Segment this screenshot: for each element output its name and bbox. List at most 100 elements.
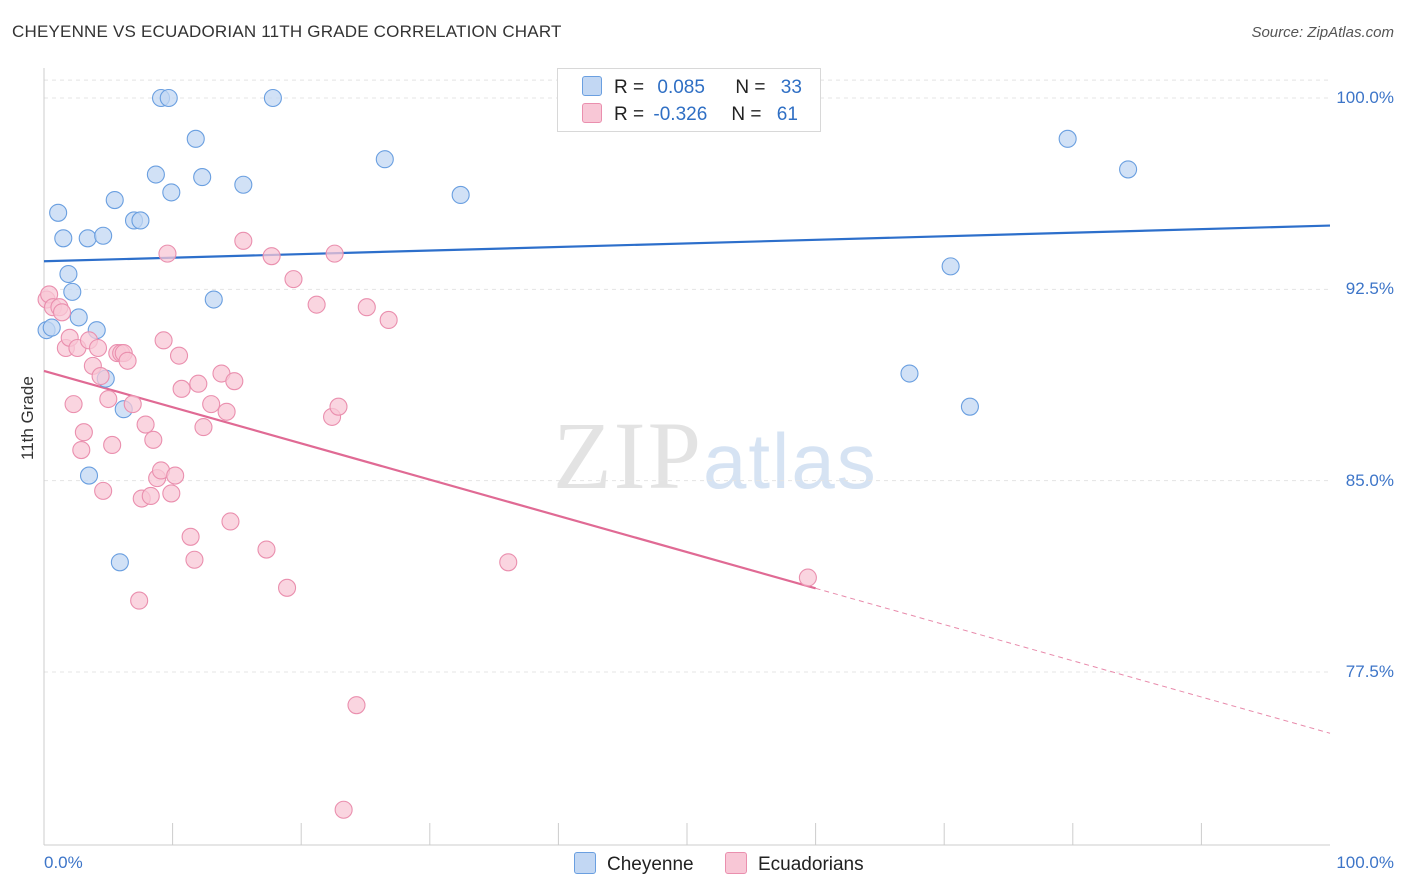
point-ecuadorians [798, 568, 817, 587]
point-cheyenne [49, 203, 68, 222]
point-ecuadorians [172, 379, 191, 398]
legend-r-value-ecuadorians: -0.326 [653, 104, 708, 125]
point-cheyenne [54, 229, 73, 248]
point-cheyenne [131, 211, 150, 230]
trend-line-ecuadorians [43, 369, 816, 590]
y-tick-label: 92.5% [1345, 279, 1394, 299]
point-ecuadorians [221, 512, 240, 531]
point-ecuadorians [103, 435, 122, 455]
data-points [37, 88, 1138, 819]
point-ecuadorians [141, 486, 160, 506]
point-ecuadorians [94, 481, 113, 500]
legend-swatch-ecuadorians [582, 103, 602, 123]
point-ecuadorians [257, 540, 276, 559]
axes [43, 68, 1330, 846]
y-tick-label: 85.0% [1345, 470, 1394, 490]
y-tick-label: 77.5% [1345, 662, 1394, 681]
legend-r-value-cheyenne: 0.085 [657, 77, 705, 98]
point-ecuadorians [118, 351, 137, 370]
point-ecuadorians [189, 374, 208, 393]
watermark-atlas: atlas [703, 417, 878, 505]
point-ecuadorians [307, 295, 326, 314]
legend-r-label: R = [614, 104, 645, 125]
trend-line-cheyenne [43, 224, 1331, 263]
point-cheyenne [204, 290, 223, 309]
point-cheyenne [900, 364, 919, 383]
point-ecuadorians [144, 430, 163, 449]
point-cheyenne [69, 308, 88, 327]
point-cheyenne [234, 175, 253, 194]
legend-swatch-cheyenne [582, 76, 602, 96]
chart-source: Source: ZipAtlas.com [1251, 24, 1394, 41]
series-label-cheyenne: Cheyenne [607, 854, 694, 875]
point-cheyenne [960, 397, 979, 416]
watermark-zip: ZIP [553, 402, 703, 509]
x-tick-label-right: 100.0% [1336, 853, 1394, 872]
point-cheyenne [110, 553, 129, 572]
legend-n-label: N = [731, 104, 762, 125]
watermark: ZIPatlas [553, 400, 878, 511]
legend-r-label: R = [614, 77, 645, 98]
point-cheyenne [186, 129, 205, 148]
y-tick-label: 100.0% [1336, 88, 1394, 107]
point-ecuadorians [278, 578, 297, 597]
point-ecuadorians [99, 389, 118, 409]
point-cheyenne [79, 466, 99, 485]
point-ecuadorians [74, 423, 93, 442]
point-cheyenne [146, 165, 165, 184]
point-cheyenne [59, 264, 78, 284]
point-cheyenne [1058, 129, 1077, 148]
point-ecuadorians [72, 441, 91, 460]
point-cheyenne [159, 88, 178, 108]
point-cheyenne [1119, 160, 1138, 179]
chart-title: CHEYENNE VS ECUADORIAN 11TH GRADE CORREL… [12, 22, 562, 41]
point-ecuadorians [52, 303, 72, 322]
legend-n-label: N = [735, 77, 766, 98]
point-ecuadorians [217, 402, 236, 421]
point-ecuadorians [123, 395, 142, 414]
point-ecuadorians [162, 484, 181, 503]
point-ecuadorians [234, 231, 253, 250]
trend-line-extension-ecuadorians [815, 587, 1331, 734]
point-cheyenne [105, 190, 124, 210]
point-ecuadorians [166, 466, 185, 485]
series-label-ecuadorians: Ecuadorians [758, 854, 864, 875]
point-cheyenne [451, 185, 470, 204]
point-ecuadorians [357, 298, 376, 317]
series-swatch-cheyenne [574, 852, 596, 874]
point-ecuadorians [88, 338, 108, 358]
legend-row-ecuadorians: R = -0.326 N = 61 [582, 103, 798, 126]
point-ecuadorians [334, 800, 353, 819]
point-ecuadorians [130, 591, 149, 610]
x-tick-label-left: 0.0% [44, 853, 83, 872]
point-ecuadorians [347, 696, 366, 715]
series-swatch-ecuadorians [725, 852, 747, 874]
point-ecuadorians [91, 367, 110, 386]
point-cheyenne [94, 226, 113, 245]
point-ecuadorians [225, 372, 244, 391]
point-cheyenne [63, 282, 82, 301]
point-ecuadorians [64, 395, 83, 414]
series-legend-cheyenne[interactable]: Cheyenne [574, 852, 694, 876]
series-legend-ecuadorians[interactable]: Ecuadorians [725, 852, 864, 876]
point-ecuadorians [154, 331, 173, 350]
point-ecuadorians [169, 346, 189, 365]
point-cheyenne [42, 318, 61, 337]
point-ecuadorians [136, 415, 155, 434]
point-ecuadorians [262, 247, 281, 266]
point-ecuadorians [499, 553, 518, 572]
legend-row-cheyenne: R = 0.085 N = 33 [582, 76, 802, 99]
trend-lines [43, 224, 1331, 734]
point-ecuadorians [202, 395, 221, 414]
y-axis-label: 11th Grade [18, 376, 37, 460]
legend-n-value-cheyenne: 33 [780, 77, 802, 98]
point-ecuadorians [284, 270, 303, 289]
point-ecuadorians [379, 310, 398, 329]
legend-n-value-ecuadorians: 61 [776, 104, 798, 125]
point-ecuadorians [158, 244, 177, 263]
point-ecuadorians [194, 418, 213, 437]
point-ecuadorians [181, 527, 200, 546]
point-ecuadorians [329, 397, 348, 416]
stats-legend: R = 0.085 N = 33 R = -0.326 N = 61 [557, 68, 821, 132]
